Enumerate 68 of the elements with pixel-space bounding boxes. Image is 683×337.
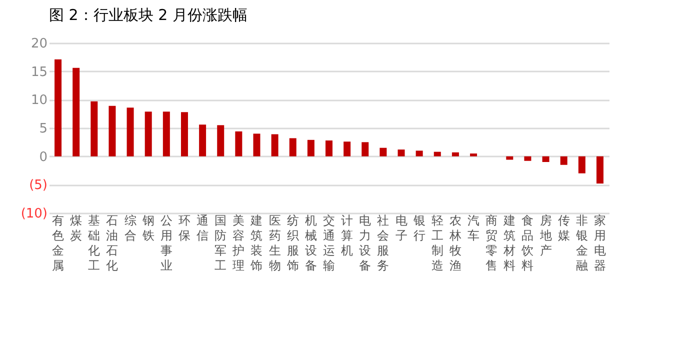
y-tick-label: 15: [30, 64, 48, 80]
bar: [90, 101, 98, 156]
bar: [126, 108, 134, 156]
bar: [162, 112, 170, 156]
bar: [108, 106, 116, 156]
bar: [470, 154, 478, 156]
bar: [54, 59, 62, 156]
x-tick-label: 汽车: [468, 214, 480, 242]
x-tick-label: 公用事业: [160, 214, 172, 272]
bar: [199, 124, 206, 156]
bar: [398, 150, 405, 156]
chart-title: 图 2：行业板块 2 月份涨跌幅: [49, 6, 248, 24]
bar: [344, 142, 351, 156]
x-tick-label: 电力设备: [359, 214, 372, 272]
x-tick-label: 有色金属: [52, 214, 64, 272]
x-tick-label: 基础化工: [87, 214, 100, 272]
bar: [596, 156, 604, 184]
x-tick-label: 家用电器: [594, 214, 606, 272]
x-tick-label: 农林牧渔: [448, 214, 462, 272]
x-tick-label: 计算机: [341, 214, 354, 258]
x-tick-label: 房地产: [538, 214, 552, 258]
x-tick-label: 社会服务: [377, 214, 390, 272]
x-tick-label: 轻工制造: [431, 214, 444, 272]
y-tick-label: 10: [30, 93, 48, 108]
x-tick-label: 医药生物: [268, 214, 281, 272]
bar: [144, 112, 152, 156]
bar: [542, 156, 550, 162]
bar: [235, 131, 242, 156]
y-tick-label: 20: [30, 36, 48, 52]
bar: [452, 152, 459, 156]
bar: [307, 140, 314, 156]
x-tick-label: 建筑材料: [502, 214, 516, 272]
bar: [560, 156, 568, 165]
x-tick-label: 美容护理: [232, 214, 245, 272]
x-tick-label: 交通运输: [323, 214, 335, 272]
x-tick-label: 环保: [178, 214, 190, 242]
y-tick-label: (5): [29, 178, 48, 194]
y-tick-label: (10): [20, 206, 48, 222]
x-tick-label: 银行: [412, 214, 426, 242]
bar: [416, 150, 423, 156]
x-tick-label: 综合: [124, 214, 136, 242]
bar: [524, 156, 532, 161]
x-tick-label: 机械设备: [304, 214, 317, 272]
x-tick-label: 传媒: [558, 214, 570, 242]
bar: [217, 125, 224, 156]
x-tick-label: 煤炭: [70, 214, 82, 242]
x-tick-label: 食品饮料: [520, 214, 534, 272]
x-tick-label: 电子: [395, 214, 408, 242]
bar: [289, 138, 296, 156]
bar: [578, 156, 586, 174]
x-tick-label: 商贸零售: [486, 214, 498, 272]
bar: [434, 152, 441, 156]
bar: [326, 140, 332, 156]
x-tick-label: 通信: [196, 214, 209, 242]
bar: [380, 148, 387, 156]
x-tick-label: 建筑装饰: [250, 214, 263, 272]
x-tick-label: 石油石化: [106, 214, 118, 272]
bar: [271, 134, 278, 156]
x-tick-label: 钢铁: [141, 214, 154, 242]
x-tick-label: 国防军工: [214, 214, 227, 272]
x-tick-label: 纺织服饰: [286, 214, 299, 272]
bar: [180, 112, 188, 156]
y-tick-label: 5: [39, 122, 48, 136]
bar: [362, 142, 369, 156]
y-tick-label: 0: [39, 150, 48, 165]
bar: [72, 68, 80, 156]
x-tick-label: 非银金融: [574, 214, 588, 272]
bar: [253, 134, 260, 156]
